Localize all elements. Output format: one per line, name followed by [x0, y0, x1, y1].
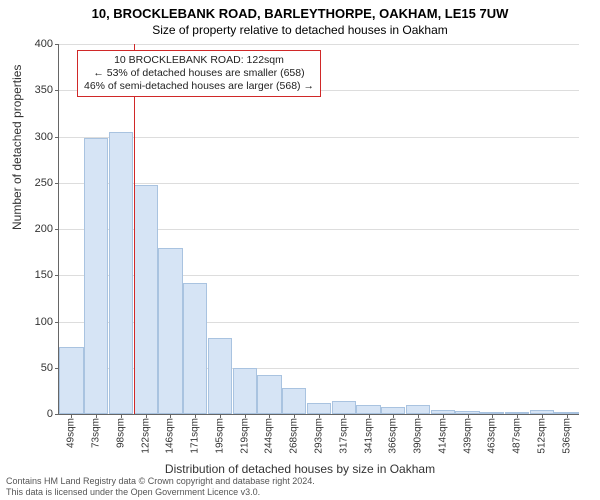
annotation-line: ← 53% of detached houses are smaller (65…: [84, 67, 314, 80]
ytick-mark: [55, 183, 59, 184]
xtick-label: 463sqm: [487, 418, 498, 454]
ytick-label: 350: [13, 84, 53, 96]
footer-line-2: This data is licensed under the Open Gov…: [6, 487, 315, 498]
xtick-label: 195sqm: [214, 418, 225, 454]
xtick-label: 317sqm: [338, 418, 349, 454]
x-axis-label: Distribution of detached houses by size …: [0, 462, 600, 476]
chart-subtitle: Size of property relative to detached ho…: [0, 21, 600, 37]
xtick-label: 341sqm: [363, 418, 374, 454]
histogram-bar: [208, 338, 232, 414]
histogram-bar: [109, 132, 133, 414]
ytick-mark: [55, 322, 59, 323]
ytick-label: 400: [13, 38, 53, 50]
xtick-label: 536sqm: [561, 418, 572, 454]
ytick-label: 0: [13, 408, 53, 420]
ytick-label: 100: [13, 316, 53, 328]
chart-title: 10, BROCKLEBANK ROAD, BARLEYTHORPE, OAKH…: [0, 0, 600, 21]
histogram-bar: [307, 403, 331, 414]
ytick-mark: [55, 229, 59, 230]
xtick-label: 219sqm: [239, 418, 250, 454]
xtick-label: 49sqm: [66, 418, 77, 448]
grid-line: [59, 137, 579, 138]
xtick-label: 146sqm: [165, 418, 176, 454]
chart-area: 05010015020025030035040049sqm73sqm98sqm1…: [58, 44, 578, 414]
ytick-mark: [55, 414, 59, 415]
ytick-label: 200: [13, 223, 53, 235]
xtick-label: 390sqm: [413, 418, 424, 454]
xtick-label: 122sqm: [140, 418, 151, 454]
histogram-bar: [406, 405, 430, 414]
xtick-label: 98sqm: [115, 418, 126, 448]
histogram-bar: [134, 185, 158, 414]
ytick-label: 300: [13, 131, 53, 143]
ytick-mark: [55, 137, 59, 138]
histogram-bar: [158, 248, 182, 415]
xtick-label: 366sqm: [388, 418, 399, 454]
ytick-label: 50: [13, 362, 53, 374]
xtick-label: 512sqm: [536, 418, 547, 454]
ytick-mark: [55, 90, 59, 91]
xtick-label: 73sqm: [91, 418, 102, 448]
grid-line: [59, 183, 579, 184]
grid-line: [59, 44, 579, 45]
xtick-label: 293sqm: [314, 418, 325, 454]
footer-line-1: Contains HM Land Registry data © Crown c…: [6, 476, 315, 487]
histogram-bar: [233, 368, 257, 414]
annotation-box: 10 BROCKLEBANK ROAD: 122sqm← 53% of deta…: [77, 50, 321, 97]
histogram-bar: [59, 347, 83, 414]
histogram-bar: [183, 283, 207, 414]
ytick-mark: [55, 44, 59, 45]
reference-line: [134, 44, 135, 414]
xtick-label: 171sqm: [190, 418, 201, 454]
xtick-label: 487sqm: [512, 418, 523, 454]
ytick-mark: [55, 275, 59, 276]
histogram-bar: [257, 375, 281, 414]
histogram-bar: [84, 138, 108, 414]
histogram-bar: [356, 405, 380, 414]
xtick-label: 244sqm: [264, 418, 275, 454]
xtick-label: 414sqm: [437, 418, 448, 454]
histogram-bar: [282, 388, 306, 414]
histogram-bar: [381, 407, 405, 414]
ytick-label: 150: [13, 269, 53, 281]
annotation-line: 46% of semi-detached houses are larger (…: [84, 80, 314, 93]
histogram-bar: [332, 401, 356, 414]
xtick-label: 439sqm: [462, 418, 473, 454]
xtick-label: 268sqm: [289, 418, 300, 454]
annotation-line: 10 BROCKLEBANK ROAD: 122sqm: [84, 54, 314, 67]
footer-attribution: Contains HM Land Registry data © Crown c…: [6, 476, 315, 498]
ytick-label: 250: [13, 177, 53, 189]
plot-region: 05010015020025030035040049sqm73sqm98sqm1…: [58, 44, 579, 415]
